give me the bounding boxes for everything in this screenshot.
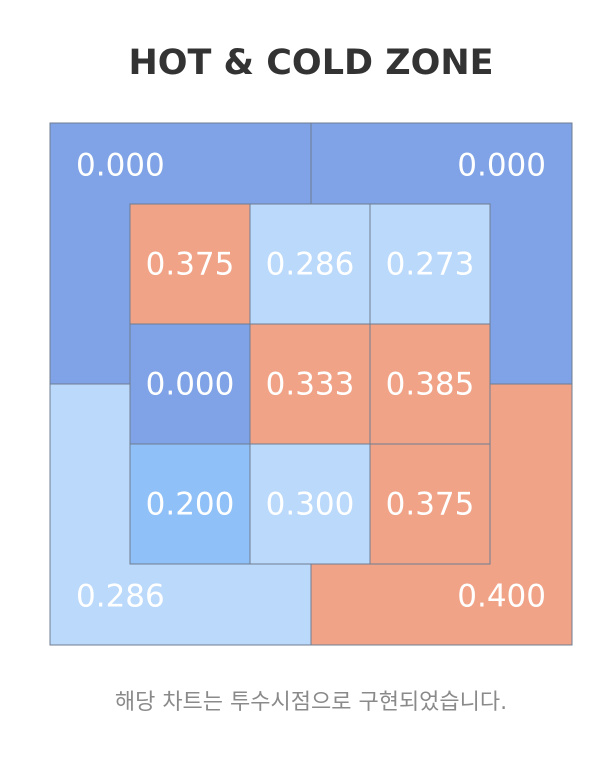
zone-value: 0.375 — [386, 487, 475, 523]
zone-value: 0.273 — [386, 247, 475, 283]
inner-zone — [369, 323, 491, 445]
zone-value: 0.000 — [457, 148, 546, 184]
zone-value: 0.385 — [386, 367, 475, 403]
zone-value: 0.286 — [76, 579, 165, 615]
inner-zone — [249, 203, 371, 325]
zone-value: 0.333 — [266, 367, 355, 403]
zone-value: 0.200 — [146, 487, 235, 523]
zone-value: 0.286 — [266, 247, 355, 283]
inner-zone — [249, 443, 371, 565]
zone-value: 0.400 — [457, 579, 546, 615]
inner-zone — [129, 203, 251, 325]
title: HOT & COLD ZONE — [128, 43, 493, 83]
footer-note: 해당 차트는 투수시점으로 구현되었습니다. — [115, 690, 507, 715]
zone-value: 0.000 — [146, 367, 235, 403]
zone-value: 0.000 — [76, 148, 165, 184]
zone-value: 0.375 — [146, 247, 235, 283]
zone-value: 0.300 — [266, 487, 355, 523]
inner-zone — [369, 443, 491, 565]
inner-zone — [129, 323, 251, 445]
